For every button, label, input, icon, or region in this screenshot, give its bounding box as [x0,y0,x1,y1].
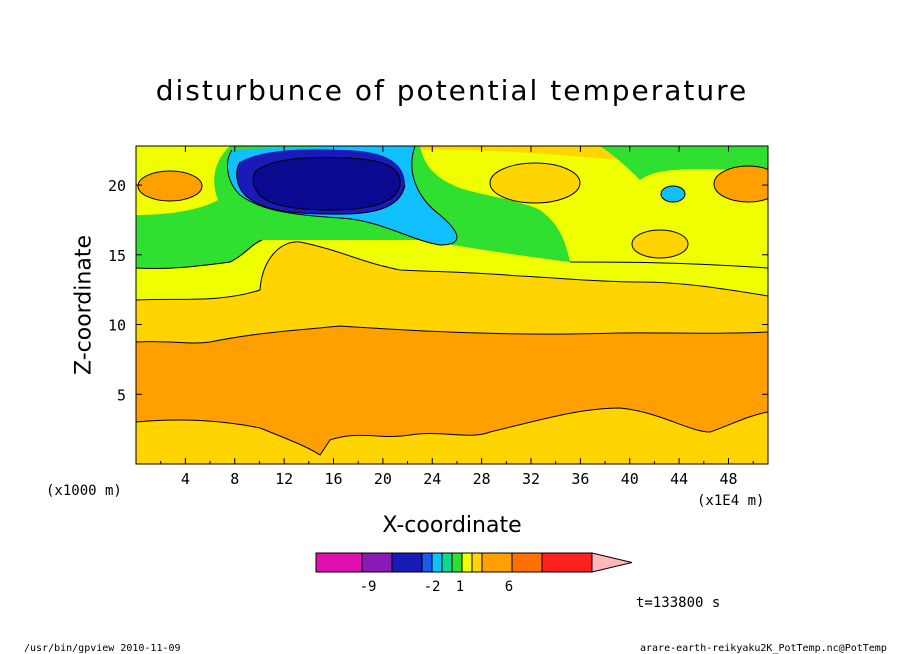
contour-blob-right [714,166,768,202]
x-tick-label: 28 [473,470,491,488]
x-tick-label: 32 [522,470,540,488]
x-tick-label: 12 [275,470,293,488]
x-tick-label: 24 [423,470,441,488]
footer-left: /usr/bin/gpview 2010-11-09 [24,643,181,654]
contour-blob-left [138,171,202,201]
time-label: t=133800 s [636,595,721,611]
colorbar-swatch [541,552,593,573]
x-tick-label: 4 [181,470,190,488]
colorbar-swatch [461,552,473,573]
colorbar-label: -2 [424,579,441,595]
contour-fill [136,146,768,464]
y-ticks: 5 10 15 20 [108,177,768,404]
x-ticks: 4 8 12 16 20 24 28 32 36 40 44 48 [160,146,754,488]
colorbar-swatch [315,552,363,573]
x-unit-left: (x1000 m) [46,483,122,499]
contour-region-mid [136,241,768,343]
contour-region-green-right [600,146,768,180]
contour-region-green [136,200,262,269]
x-axis-label: X-coordinate [382,513,522,538]
colorbar-label: 1 [456,579,464,595]
x-unit-right: (x1E4 m) [697,493,765,509]
colorbar-swatch [441,552,453,573]
colorbar-swatch [471,552,483,573]
colorbar-swatch [451,552,463,573]
contour-region-bottom [136,408,768,464]
colorbar-swatch [431,552,443,573]
footer-right: arare-earth-reikyaku2K_PotTemp.nc@PotTem… [640,643,887,654]
y-tick-label: 5 [117,386,126,404]
y-tick-label: 15 [108,247,126,265]
chart-title: disturbunce of potential temperature [155,74,749,107]
contour-blob-mid [490,163,580,203]
plot-frame [135,145,769,465]
y-tick-label: 20 [108,177,126,195]
contour-region-orange [136,326,768,455]
x-tick-label: 40 [621,470,639,488]
x-tick-label: 8 [230,470,239,488]
colorbar-swatch [511,552,543,573]
contour-lines [136,146,768,456]
colorbar-label: 6 [505,579,513,595]
colorbar: -9 -2 1 6 [315,552,633,595]
x-tick-label: 44 [670,470,688,488]
x-tick-label: 16 [324,470,342,488]
colorbar-swatch [361,552,393,573]
x-tick-label: 36 [571,470,589,488]
colorbar-swatch [421,552,433,573]
colorbar-label: -9 [360,579,377,595]
colorbar-swatch [391,552,423,573]
contour-region-yellow [136,240,768,300]
colorbar-arrow [591,552,633,573]
contour-blob-cyan [661,186,685,202]
colorbar-swatch [481,552,513,573]
contour-blob-lower [632,230,688,258]
contour-region-darkblue [253,157,401,210]
y-tick-label: 10 [108,317,126,335]
x-tick-label: 48 [719,470,737,488]
x-tick-label: 20 [374,470,392,488]
